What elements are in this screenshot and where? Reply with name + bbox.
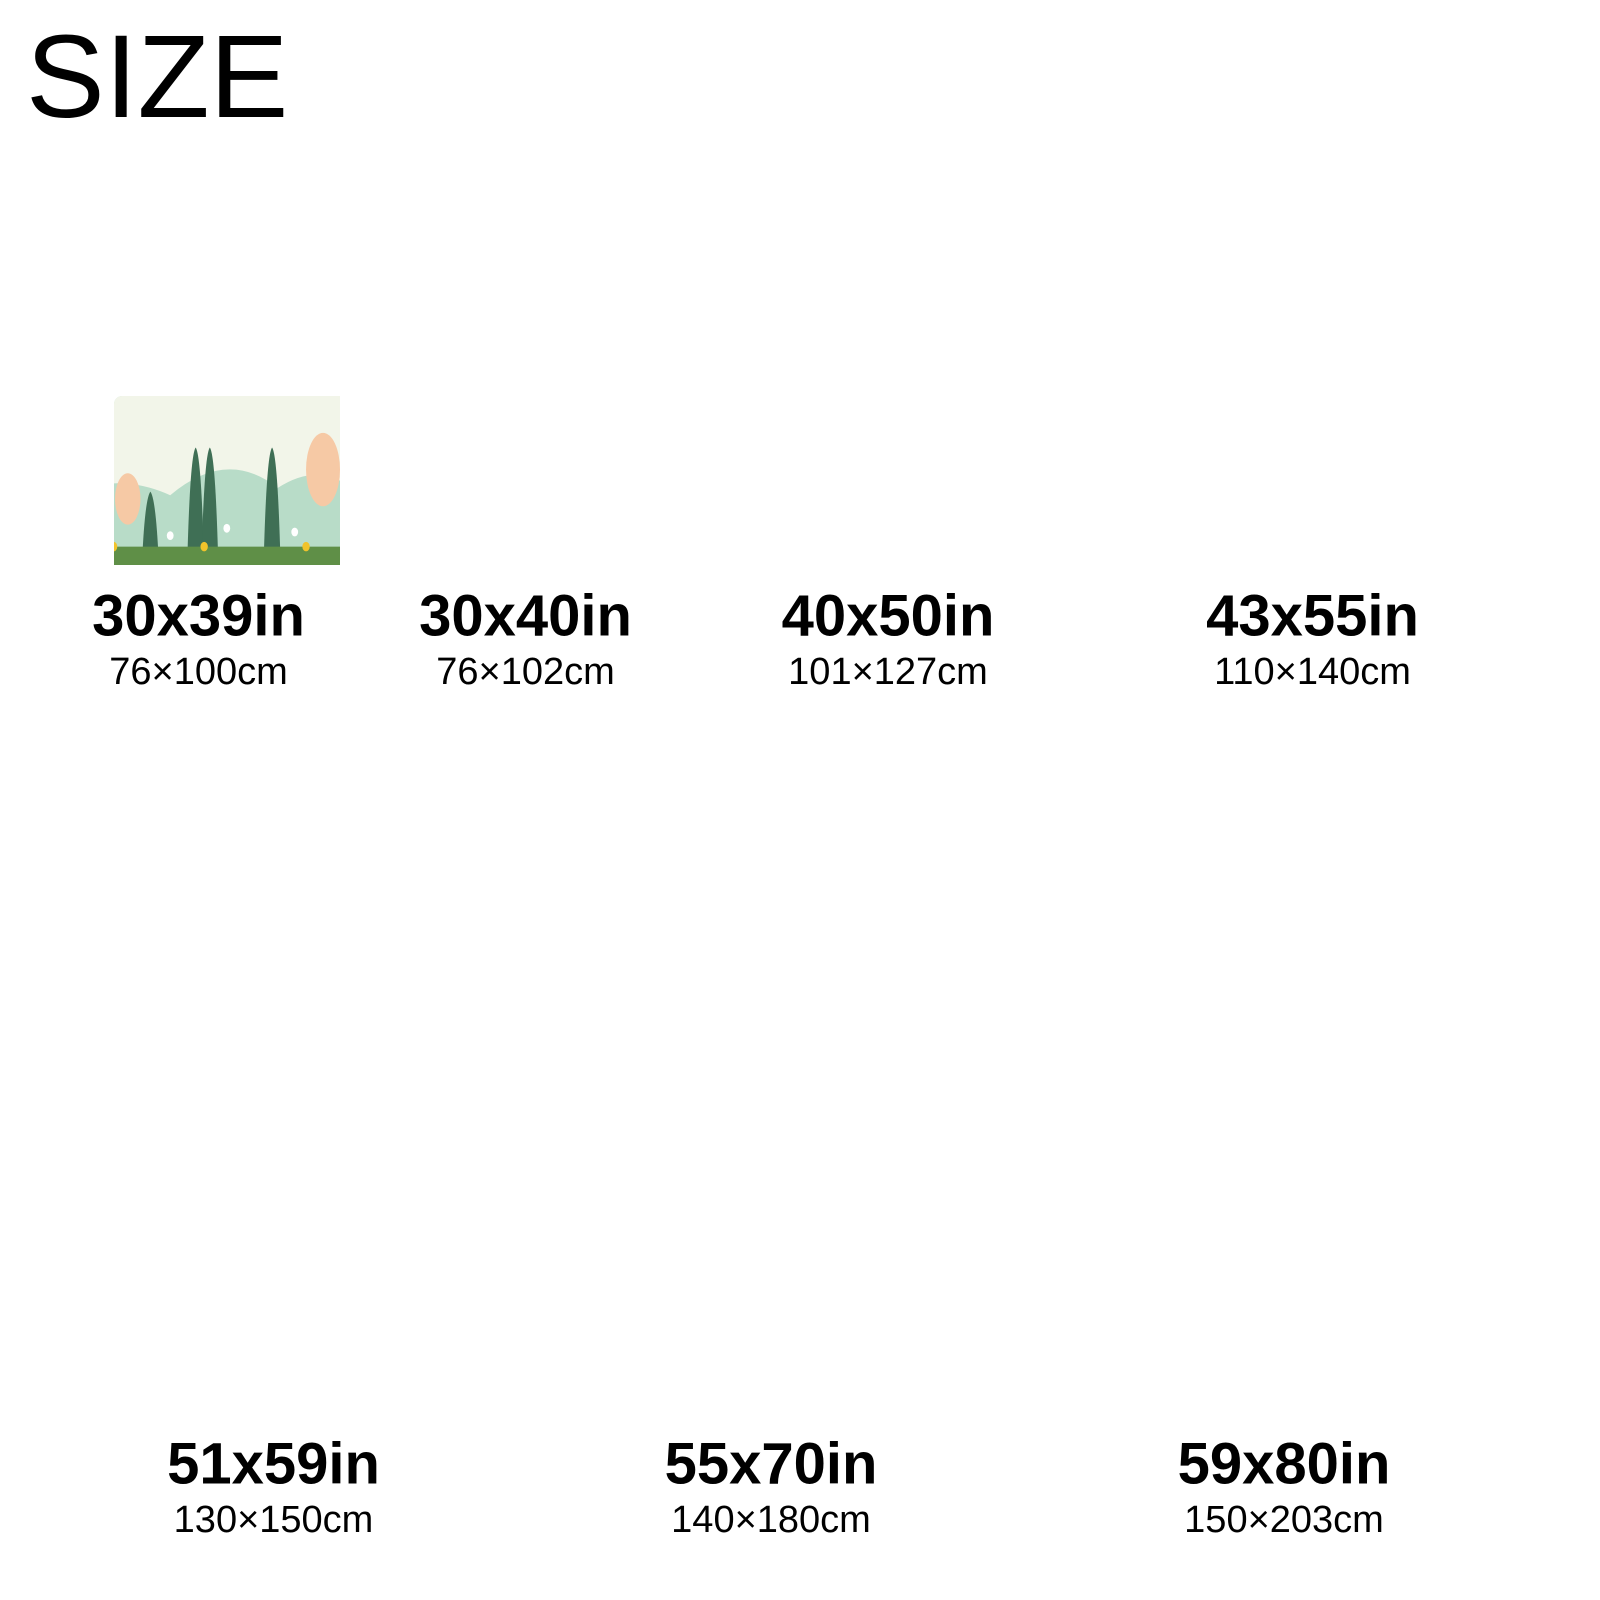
size-cm: 101×127cm	[788, 651, 988, 693]
size-cm: 130×150cm	[174, 1499, 374, 1541]
blanket-image	[57, 198, 340, 565]
size-inches: 30x40in	[419, 583, 632, 648]
size-cm: 150×203cm	[1184, 1499, 1384, 1541]
size-cm: 76×102cm	[436, 651, 615, 693]
blanket-image	[542, 830, 1000, 1415]
page-title: SIZE	[26, 11, 288, 143]
size-inches: 59x80in	[1178, 1431, 1391, 1496]
blanket-image	[710, 122, 1066, 569]
size-inches: 51x59in	[167, 1431, 380, 1496]
size-inches: 43x55in	[1206, 583, 1419, 648]
blanket-image	[1111, 64, 1514, 569]
size-cm: 76×100cm	[109, 651, 288, 693]
size-cm: 140×180cm	[671, 1499, 871, 1541]
size-inches: 55x70in	[665, 1431, 878, 1496]
size-inches: 40x50in	[782, 583, 995, 648]
blanket-image	[1040, 761, 1528, 1415]
blanket-image	[44, 891, 503, 1415]
blanket-image	[384, 196, 667, 567]
size-cm: 110×140cm	[1214, 651, 1411, 693]
size-inches: 30x39in	[92, 583, 305, 648]
